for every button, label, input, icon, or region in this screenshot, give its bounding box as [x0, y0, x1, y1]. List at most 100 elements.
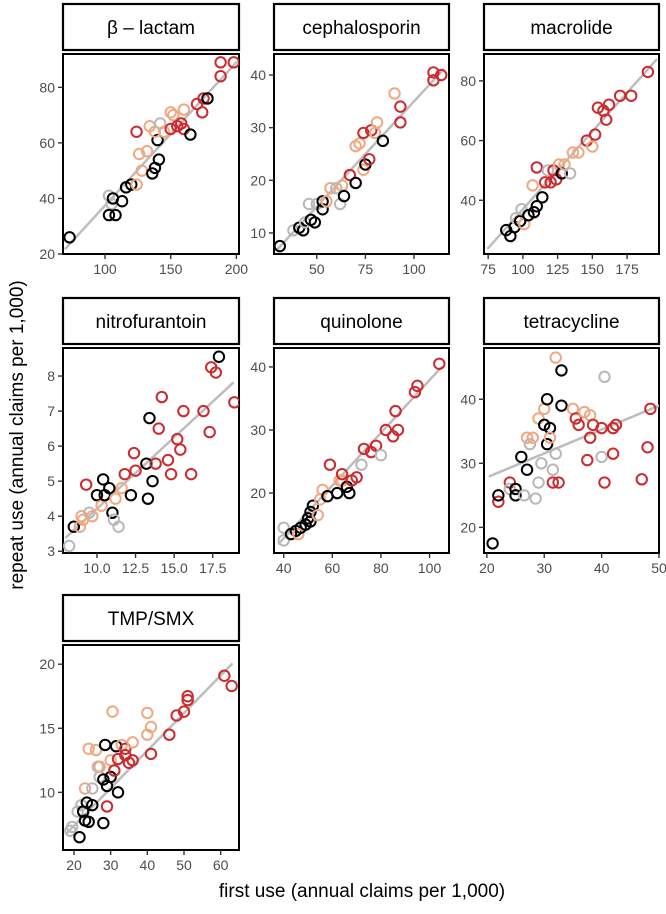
- data-point: [350, 471, 363, 484]
- data-point: [389, 404, 402, 418]
- data-point: [527, 206, 541, 219]
- data-point: [532, 476, 545, 489]
- panel-strip: [482, 296, 661, 346]
- y-tick-label: 80: [39, 79, 55, 95]
- x-tick-label: 150: [159, 261, 183, 277]
- data-point: [517, 489, 531, 502]
- data-point: [530, 161, 543, 174]
- data-point: [355, 458, 368, 471]
- data-point: [196, 106, 209, 119]
- data-point: [492, 489, 505, 502]
- data-point: [73, 830, 86, 844]
- data-point: [520, 463, 534, 476]
- data-point: [79, 478, 93, 491]
- data-point: [435, 68, 448, 82]
- plot-border: [62, 644, 240, 851]
- plot-border: [273, 53, 450, 255]
- plot-border: [62, 347, 240, 554]
- data-point: [152, 153, 166, 166]
- data-point: [530, 200, 543, 213]
- x-tick-label: 175: [615, 261, 639, 277]
- data-point: [124, 488, 138, 502]
- data-point: [78, 782, 92, 795]
- data-point: [376, 134, 390, 148]
- data-point: [546, 476, 560, 489]
- data-point: [581, 453, 594, 467]
- x-tick-label: 40: [594, 560, 610, 576]
- x-tick-label: 30: [103, 857, 119, 873]
- panel-title: quinolone: [320, 312, 402, 333]
- data-point: [526, 179, 539, 192]
- data-point: [635, 473, 648, 486]
- data-point: [177, 705, 191, 718]
- data-point: [201, 92, 214, 105]
- panel-title: macrolide: [530, 18, 612, 39]
- data-point: [595, 421, 608, 435]
- data-point: [82, 742, 95, 755]
- data-point: [353, 137, 366, 150]
- data-point: [126, 736, 139, 749]
- data-point: [330, 486, 344, 500]
- data-point: [536, 191, 549, 204]
- data-point: [203, 425, 216, 439]
- plot-marks: [277, 357, 446, 547]
- data-point: [115, 738, 128, 752]
- y-tick-label: 30: [250, 120, 266, 136]
- data-point: [600, 113, 613, 126]
- data-point: [164, 122, 177, 136]
- data-point: [93, 760, 106, 773]
- data-point: [552, 476, 565, 489]
- data-point: [82, 815, 95, 829]
- data-point: [161, 453, 175, 467]
- data-point: [532, 412, 545, 425]
- data-point: [155, 390, 169, 404]
- data-point: [549, 351, 562, 364]
- data-point: [641, 441, 654, 454]
- data-point: [335, 467, 349, 481]
- data-point: [228, 396, 239, 409]
- data-point: [212, 350, 226, 363]
- panel-title: TMP/SMX: [108, 609, 195, 630]
- data-point: [146, 474, 159, 488]
- data-point: [102, 208, 116, 222]
- y-axis-title: repeat use (annual claims per 1,000): [7, 280, 28, 589]
- data-point: [104, 754, 117, 767]
- data-point: [433, 357, 446, 370]
- x-tick-label: 75: [358, 261, 374, 277]
- data-point: [111, 786, 125, 799]
- data-point: [184, 467, 198, 481]
- panel-title: cephalosporin: [302, 18, 420, 39]
- x-tick-label: 30: [536, 560, 552, 576]
- data-point: [225, 679, 238, 693]
- y-tick-label: 20: [250, 485, 266, 501]
- plot-marks: [486, 58, 658, 250]
- plot-marks: [64, 662, 238, 844]
- y-tick-label: 60: [460, 133, 476, 149]
- y-tick-label: 40: [460, 192, 476, 208]
- data-point: [109, 208, 122, 222]
- data-point: [274, 239, 287, 253]
- data-point: [184, 128, 197, 141]
- data-point: [277, 534, 290, 547]
- data-point: [63, 231, 76, 244]
- y-tick-label: 20: [460, 519, 476, 535]
- data-point: [86, 510, 99, 523]
- data-point: [164, 106, 177, 119]
- data-point: [509, 489, 522, 502]
- data-point: [526, 431, 539, 444]
- data-point: [181, 690, 194, 703]
- data-point: [408, 385, 422, 399]
- data-point: [388, 87, 401, 100]
- data-point: [71, 805, 84, 818]
- data-point: [177, 404, 190, 418]
- x-tick-label: 20: [66, 857, 82, 873]
- x-tick-label: 100: [402, 261, 426, 277]
- data-point: [151, 133, 164, 147]
- plot-border: [483, 53, 660, 255]
- data-point: [543, 431, 557, 444]
- data-point: [330, 182, 343, 195]
- data-point: [598, 476, 611, 489]
- panel-title: tetracycline: [523, 312, 619, 333]
- x-tick-label: 100: [511, 261, 535, 277]
- data-point: [311, 508, 324, 522]
